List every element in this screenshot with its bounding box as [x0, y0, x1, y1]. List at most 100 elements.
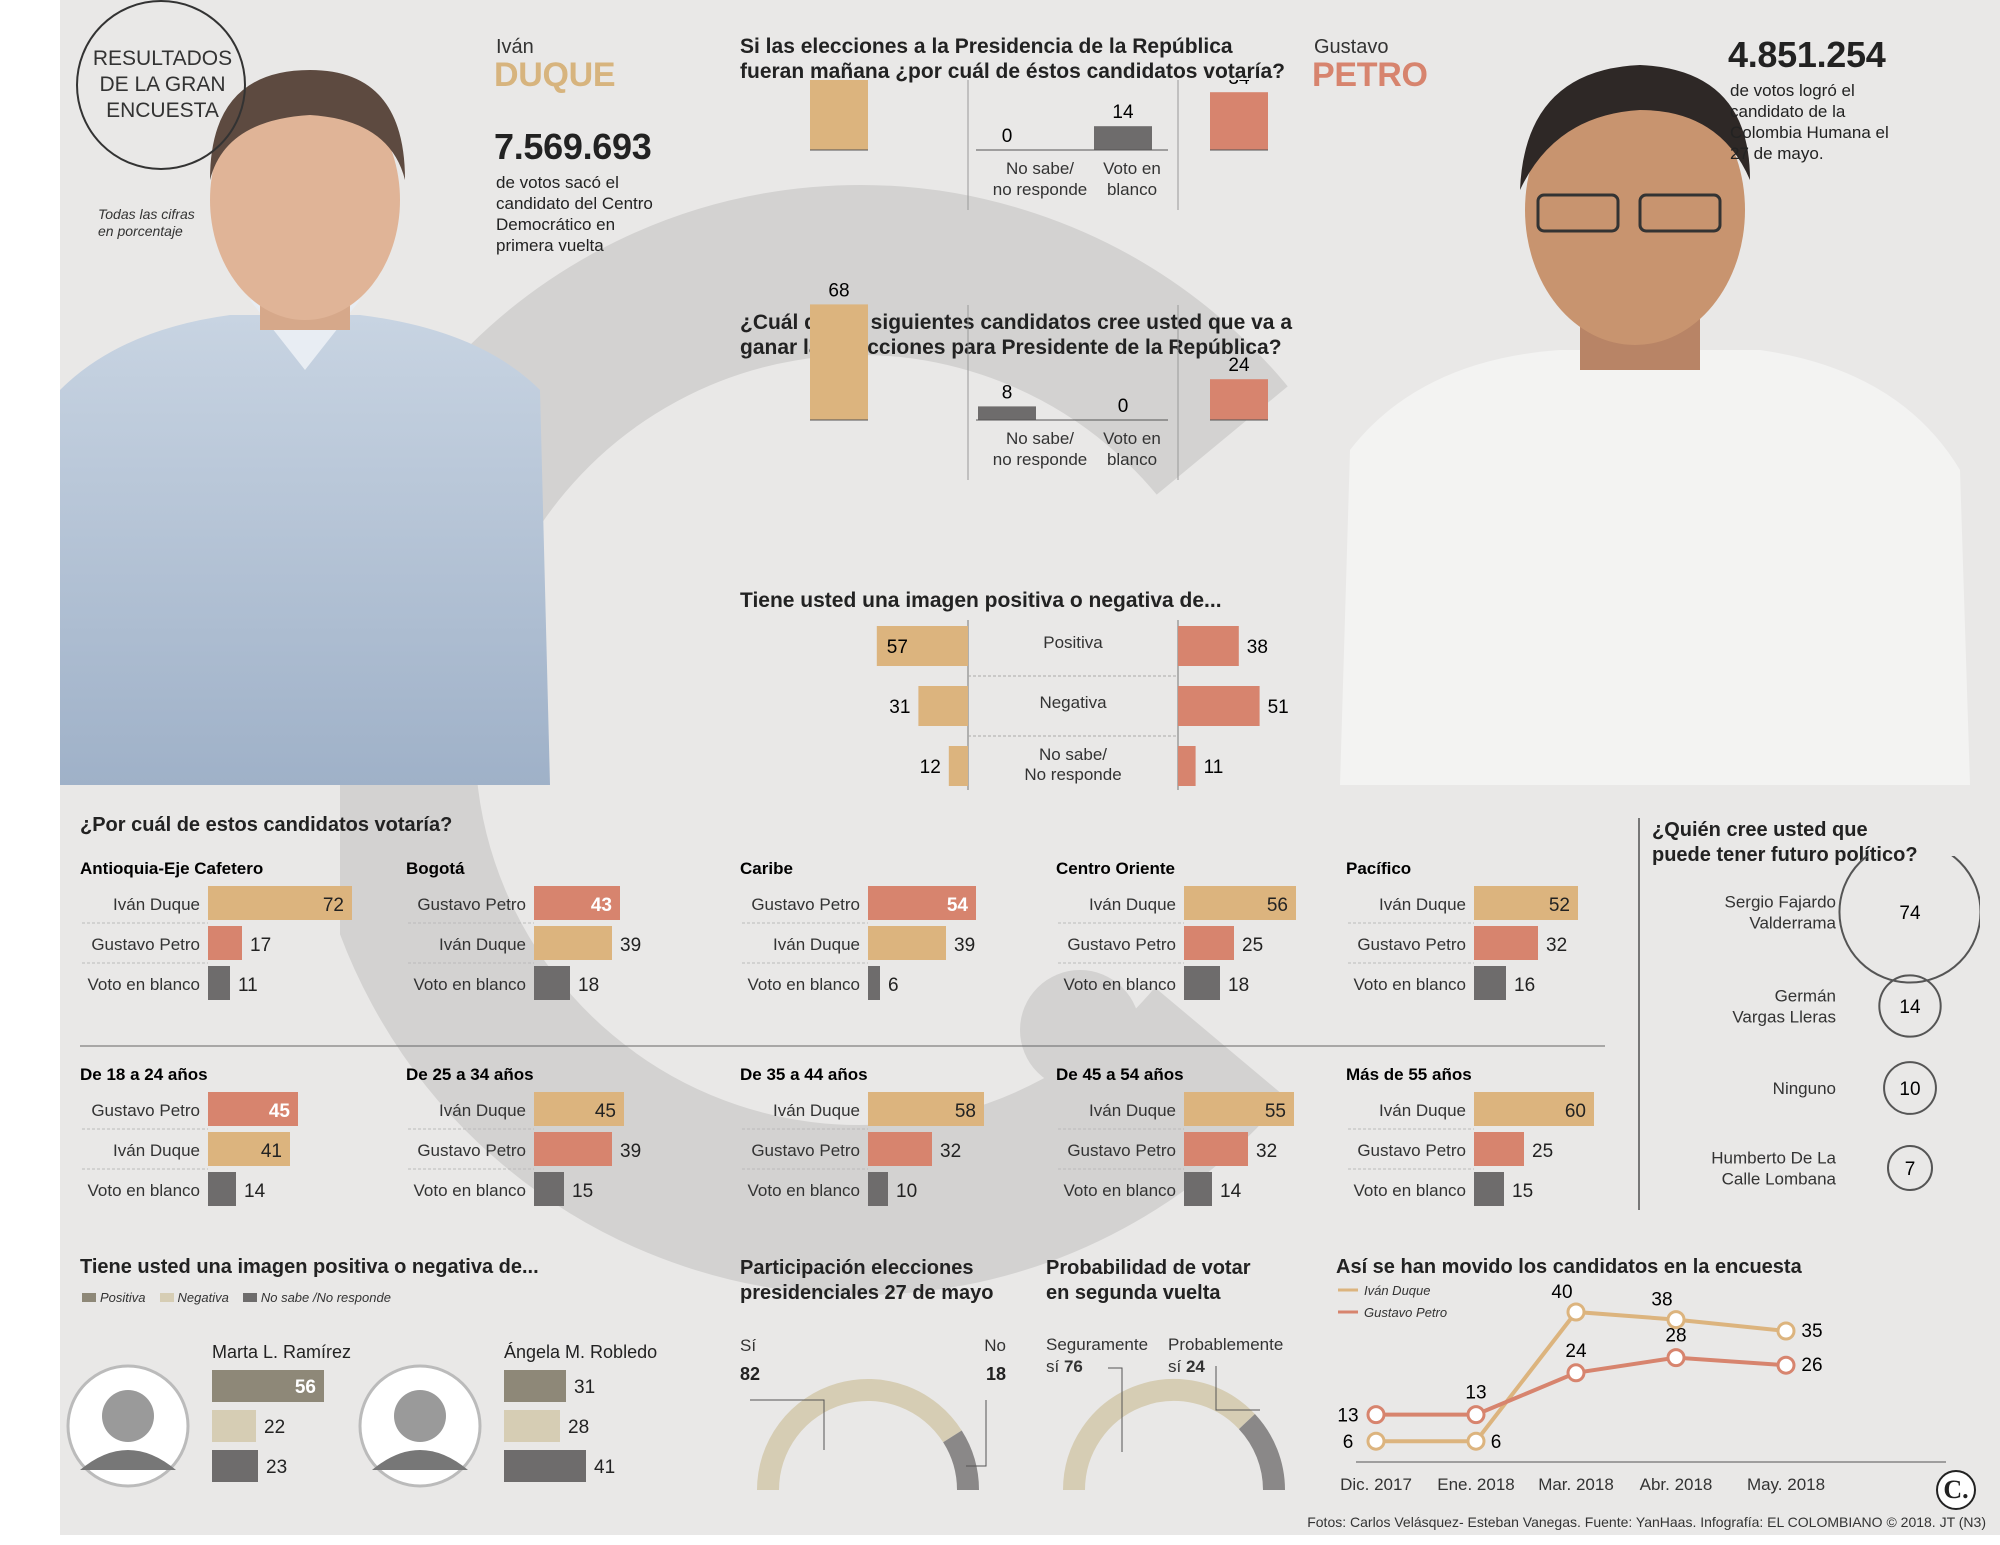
row-label: Gustavo Petro	[751, 895, 860, 914]
petro-votes-desc: de votos logró el candidato de la Colomb…	[1730, 80, 1889, 164]
x-tick-label: Dic. 2017	[1340, 1475, 1412, 1494]
group-title: Centro Oriente	[1056, 859, 1175, 878]
group-title: De 35 a 44 años	[740, 1065, 868, 1084]
title-line: Si las elecciones a la Presidencia de la…	[740, 35, 1233, 58]
value-label: 54	[947, 895, 969, 916]
badge-line: RESULTADOS	[92, 47, 233, 70]
petro-value: 24	[1228, 355, 1250, 376]
legend-label: Negativa	[177, 1290, 229, 1305]
no-sabe-label: No sabe/	[1006, 159, 1074, 178]
probabilidad-title: Probabilidad de votar en segunda vuelta	[1046, 1256, 1250, 1306]
person-name: Marta L. Ramírez	[212, 1342, 351, 1362]
desc-line: primera vuelta	[496, 236, 604, 255]
petro-last-name: PETRO	[1312, 56, 1428, 94]
image-bar	[212, 1370, 324, 1402]
series-point	[1776, 1321, 1796, 1341]
person-name: Ángela M. Robledo	[504, 1342, 657, 1362]
series-point	[1666, 1348, 1686, 1368]
line-chart-title: Así se han movido los candidatos en la e…	[1336, 1256, 1802, 1278]
row-label: Gustavo Petro	[91, 1101, 200, 1120]
participacion-gauge	[750, 1379, 987, 1491]
bubble-label: Germán	[1775, 987, 1836, 1006]
bubble-label: Calle Lombana	[1722, 1170, 1837, 1189]
bubble-value: 14	[1899, 997, 1921, 1018]
value-label: 32	[1256, 1141, 1277, 1162]
desc-line: Colombia Humana el	[1730, 123, 1889, 142]
series-point	[1566, 1363, 1586, 1383]
row-label: Gustavo Petro	[1067, 1141, 1176, 1160]
bubble-label: Vargas Lleras	[1732, 1008, 1836, 1027]
probabilidad-gauge	[1063, 1366, 1285, 1491]
value-bar	[534, 1172, 564, 1206]
row-label: Gustavo Petro	[91, 935, 200, 954]
blanco-label: blanco	[1107, 450, 1157, 469]
desc-line: candidato del Centro	[496, 194, 653, 213]
legend-label: Positiva	[100, 1290, 146, 1305]
participacion-si-label: Sí	[740, 1336, 757, 1355]
value-bar	[868, 1132, 932, 1166]
row-label: Gustavo Petro	[1357, 1141, 1466, 1160]
petro-votes: 4.851.254	[1728, 34, 1886, 75]
callout-line	[1108, 1367, 1123, 1452]
value-bar	[1474, 886, 1578, 920]
row-label: Voto en blanco	[1064, 1181, 1176, 1200]
prob-seg-label: Seguramente sí 76	[1046, 1334, 1148, 1378]
bubble	[1887, 1145, 1933, 1191]
bubble-label: Valderrama	[1749, 914, 1836, 933]
value-bar	[534, 966, 570, 1000]
value-bar	[868, 1172, 888, 1206]
title-line: Participación elecciones	[740, 1257, 974, 1279]
title-line: ¿Quién cree usted que	[1652, 819, 1868, 841]
desc-line: de votos logró el	[1730, 81, 1855, 100]
value-bar	[1474, 1092, 1594, 1126]
title-line: Probabilidad de votar	[1046, 1257, 1251, 1279]
data-label: 38	[1651, 1290, 1672, 1311]
petro-bar	[1210, 379, 1268, 420]
petro-bar	[1178, 626, 1239, 666]
blanco-value: 0	[1118, 396, 1129, 417]
image-value: 22	[264, 1417, 285, 1438]
value-label: 56	[1267, 895, 1288, 916]
vote-by-region-age-charts: Antioquia-Eje Cafetero Iván Duque 72 Gustav…	[80, 859, 1605, 1206]
no-sabe-value: 8	[1002, 382, 1013, 403]
row-label: Voto en blanco	[88, 1181, 200, 1200]
value-bar	[534, 1092, 624, 1126]
group-title: Caribe	[740, 859, 793, 878]
petro-value: 34	[1228, 80, 1250, 89]
series-point	[1366, 1431, 1386, 1451]
petro-value: 11	[1204, 757, 1224, 778]
image-bar	[212, 1410, 256, 1442]
desc-line: candidato de la	[1730, 102, 1846, 121]
image-people-charts: Marta L. Ramírez 56 22 23 Ángela M. Robledo 3…	[66, 1342, 657, 1488]
duque-value: 57	[887, 637, 908, 658]
value-bar	[534, 1132, 612, 1166]
image-value: 31	[574, 1377, 595, 1398]
value-bar	[868, 926, 946, 960]
blanco-value: 14	[1112, 102, 1134, 123]
title-line: ¿Cuál de los siguientes candidatos cree …	[740, 311, 1292, 334]
image-value: 23	[266, 1457, 287, 1478]
series-point	[1466, 1405, 1486, 1425]
image-value: 41	[594, 1457, 615, 1478]
duque-votes: 7.569.693	[494, 126, 652, 167]
group-title: De 18 a 24 años	[80, 1065, 208, 1084]
row-label: Iván Duque	[773, 1101, 860, 1120]
badge-text: RESULTADOS DE LA GRAN ENCUESTA	[90, 46, 235, 124]
row-label: Voto en blanco	[748, 975, 860, 994]
image-bar	[504, 1410, 560, 1442]
image-legend: Positiva Negativa No sabe /No responde	[82, 1290, 391, 1305]
row-label: Iván Duque	[1379, 1101, 1466, 1120]
title-line: fueran mañana ¿por cuál de éstos candida…	[740, 60, 1285, 83]
value-label: 72	[323, 895, 344, 916]
line-chart: Dic. 2017 Ene. 2018 Mar. 2018 Abr. 2018 May.…	[1337, 1282, 1946, 1494]
duque-bar	[876, 626, 968, 666]
group-title: De 25 a 34 años	[406, 1065, 534, 1084]
callout-line	[750, 1399, 825, 1450]
group-title: Más de 55 años	[1346, 1065, 1472, 1084]
label-line: sí	[1168, 1357, 1182, 1376]
prob-seg-value: 76	[1063, 1357, 1083, 1376]
value-bar	[868, 886, 976, 920]
row-label: Iván Duque	[113, 895, 200, 914]
note: Todas las cifras en porcentaje	[98, 206, 195, 240]
title-line: puede tener futuro político?	[1652, 844, 1918, 866]
